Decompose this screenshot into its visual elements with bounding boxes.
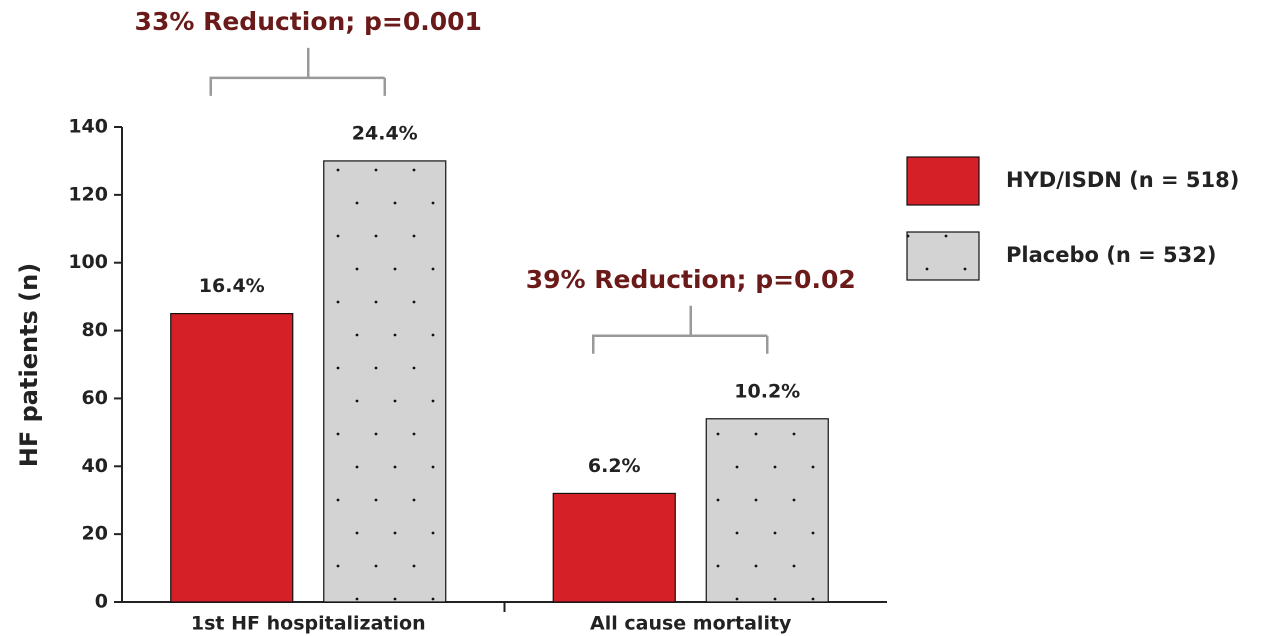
y-tick-label: 140: [68, 116, 108, 138]
legend-swatch: [906, 231, 980, 281]
value-label: 10.2%: [734, 380, 800, 402]
y-tick-label: 120: [68, 183, 108, 205]
legend-label: HYD/ISDN (n = 518): [1006, 168, 1239, 192]
bar: [170, 313, 294, 603]
y-tick-label: 40: [82, 455, 108, 477]
x-tick-label: 1st HF hospitalization: [191, 613, 426, 635]
legend-label: Placebo (n = 532): [1006, 243, 1216, 267]
x-tick-label: All cause mortality: [590, 613, 792, 635]
y-tick-label: 80: [82, 319, 108, 341]
annotation: 33% Reduction; p=0.001: [135, 7, 482, 36]
legend-swatch: [906, 156, 980, 206]
y-tick-label: 100: [68, 251, 108, 273]
y-tick-label: 0: [95, 591, 108, 613]
bracket: [209, 47, 386, 96]
y-tick-label: 60: [82, 387, 108, 409]
bar: [552, 492, 676, 603]
value-label: 6.2%: [588, 455, 641, 477]
y-axis-label: HF patients (n): [15, 263, 43, 467]
bar: [323, 160, 447, 603]
value-label: 24.4%: [352, 122, 418, 144]
annotation: 39% Reduction; p=0.02: [526, 265, 856, 294]
value-label: 16.4%: [199, 275, 265, 297]
bar: [705, 418, 829, 603]
y-tick-label: 20: [82, 523, 108, 545]
bracket: [592, 305, 769, 354]
